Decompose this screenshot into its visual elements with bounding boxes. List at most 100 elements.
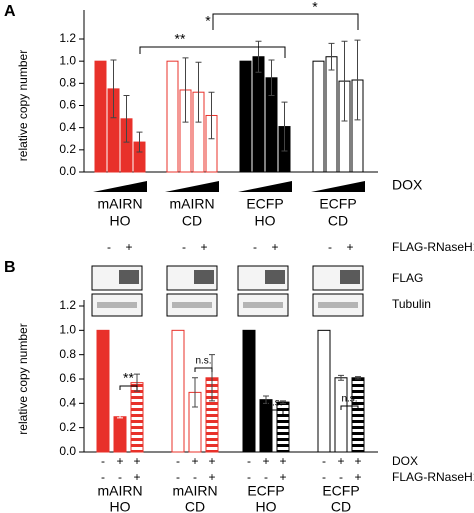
group-label: mAIRN [172,483,217,499]
panel-label: B [4,259,16,276]
error-bar [110,59,117,119]
y-tick-label: 0.0 [59,164,76,178]
condition-sign: + [279,470,286,484]
panel-label: A [4,3,16,20]
blot-band [119,270,139,284]
y-tick-label: 1.0 [59,323,76,337]
condition-sign: - [118,470,122,484]
group-label: CD [185,499,205,513]
group-label: CD [331,499,351,513]
y-tick-label: 0.2 [59,142,76,156]
blot-column-sign: - [328,240,332,254]
y-tick-label: 0.0 [59,444,76,458]
blot-band [243,302,283,308]
annotation: ** [175,31,186,47]
y-tick-label: 0.6 [59,98,76,112]
blot-column-sign: - [253,240,257,254]
condition-sign: - [322,470,326,484]
condition-sign: - [176,454,180,468]
condition-sign: - [247,454,251,468]
blot-band [265,270,285,284]
blot-band [318,302,358,308]
bar [242,329,256,453]
condition-sign: - [264,470,268,484]
blot-band [97,302,137,308]
error-bar [123,95,130,143]
annotation: * [205,13,211,29]
error-bar [338,374,344,381]
error-bar [208,91,215,140]
error-bar [355,376,361,380]
group-label: HO [110,213,131,229]
bar [334,377,348,453]
condition-sign: + [337,454,344,468]
y-axis-label: relative copy number [16,323,30,434]
condition-sign: + [133,454,140,468]
dose-triangle [93,181,147,192]
condition-sign: - [322,454,326,468]
bracket [119,385,138,390]
condition-sign: - [247,470,251,484]
annotation: n.s. [341,394,357,405]
annotation: n.s. [266,398,282,409]
bar [239,60,252,173]
annotation: ** [123,370,134,386]
group-label: HO [110,499,131,513]
error-bar [328,42,335,71]
y-tick-label: 1.2 [59,31,76,45]
error-bar [281,101,288,152]
blot-column-sign: + [200,240,207,254]
blot-band [194,270,214,284]
group-label: mAIRN [97,196,142,212]
bar [94,60,107,173]
group-label: mAIRN [169,196,214,212]
error-bar [209,354,215,402]
y-tick-label: 0.8 [59,76,76,90]
error-bar [182,57,189,123]
blot-band [340,270,360,284]
condition-sign: + [354,470,361,484]
condition-sign: + [262,454,269,468]
dose-triangle [165,181,219,192]
bar [166,60,179,173]
condition-sign: - [176,470,180,484]
condition-sign: - [193,470,197,484]
blot-column-sign: - [182,240,186,254]
group-label: CD [328,213,348,229]
bracket [194,367,213,372]
bar [130,382,144,453]
error-bar [117,415,123,419]
condition-name: DOX [392,454,418,468]
y-tick-label: 0.2 [59,420,76,434]
error-bar [263,395,269,404]
condition-sign: + [279,454,286,468]
blot-column-sign: + [125,240,132,254]
dose-triangle [238,181,292,192]
bar [325,56,338,173]
blot-column-sign: + [346,240,353,254]
group-label: ECFP [247,483,284,499]
y-tick-label: 0.8 [59,347,76,361]
error-bar [280,400,286,404]
annotation: n.s. [195,356,211,367]
bar [312,60,325,173]
bar [351,377,365,453]
condition-sign: - [101,454,105,468]
error-bar [341,40,348,122]
condition-sign: + [354,454,361,468]
bar [113,416,127,453]
blot-column-sign: + [271,240,278,254]
group-label: HO [255,213,276,229]
error-bar [195,61,202,123]
condition-sign: + [116,454,123,468]
y-tick-label: 1.2 [59,298,76,312]
group-label: HO [256,499,277,513]
error-bar [192,377,198,408]
bracket [265,409,284,414]
error-bar [255,40,262,73]
bracket [139,46,286,58]
y-axis-label: relative copy number [16,50,30,161]
y-tick-label: 1.0 [59,53,76,67]
bar [96,329,110,453]
